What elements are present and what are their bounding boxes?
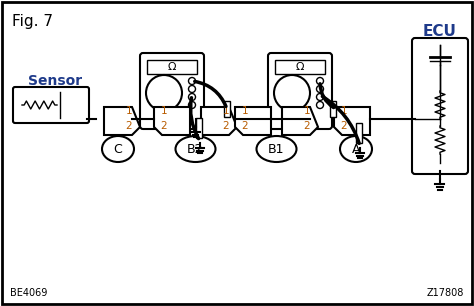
Text: 2: 2 <box>161 121 167 131</box>
Circle shape <box>189 94 195 100</box>
Text: Ω: Ω <box>296 62 304 72</box>
Ellipse shape <box>175 136 216 162</box>
Circle shape <box>189 102 195 109</box>
Text: BE4069: BE4069 <box>10 288 47 298</box>
Bar <box>196 118 202 138</box>
Text: Z17808: Z17808 <box>427 288 464 298</box>
Text: 2: 2 <box>242 121 248 131</box>
Polygon shape <box>201 107 237 135</box>
Circle shape <box>317 77 323 84</box>
Text: 2: 2 <box>341 121 347 131</box>
Text: Sensor: Sensor <box>28 74 82 88</box>
Circle shape <box>189 85 195 92</box>
Polygon shape <box>154 107 190 135</box>
Bar <box>147 60 197 74</box>
Polygon shape <box>334 107 370 135</box>
Polygon shape <box>104 107 140 135</box>
Bar <box>275 60 325 74</box>
Circle shape <box>274 75 310 111</box>
Circle shape <box>317 85 323 92</box>
Circle shape <box>317 102 323 109</box>
Bar <box>224 101 230 117</box>
Text: 1: 1 <box>242 106 248 116</box>
FancyBboxPatch shape <box>13 87 89 123</box>
Text: B2: B2 <box>187 143 204 155</box>
Text: 1: 1 <box>126 106 132 116</box>
Text: Fig. 7: Fig. 7 <box>12 14 53 29</box>
Text: C: C <box>114 143 122 155</box>
Text: ECU: ECU <box>423 24 457 39</box>
Ellipse shape <box>256 136 297 162</box>
Text: 1: 1 <box>341 106 347 116</box>
Ellipse shape <box>102 136 134 162</box>
Text: 1: 1 <box>304 106 310 116</box>
Ellipse shape <box>340 136 372 162</box>
Text: 1: 1 <box>223 106 229 116</box>
Text: A: A <box>352 143 360 155</box>
Text: Ω: Ω <box>168 62 176 72</box>
Text: 2: 2 <box>223 121 229 131</box>
Text: 1: 1 <box>161 106 167 116</box>
Circle shape <box>146 75 182 111</box>
Circle shape <box>317 94 323 100</box>
Polygon shape <box>235 107 271 135</box>
Circle shape <box>189 77 195 84</box>
Bar <box>356 123 362 143</box>
FancyBboxPatch shape <box>268 53 332 129</box>
Text: 2: 2 <box>126 121 132 131</box>
FancyBboxPatch shape <box>412 38 468 174</box>
Bar <box>330 101 336 117</box>
Text: 2: 2 <box>304 121 310 131</box>
Polygon shape <box>282 107 318 135</box>
FancyBboxPatch shape <box>140 53 204 129</box>
Text: B1: B1 <box>268 143 285 155</box>
